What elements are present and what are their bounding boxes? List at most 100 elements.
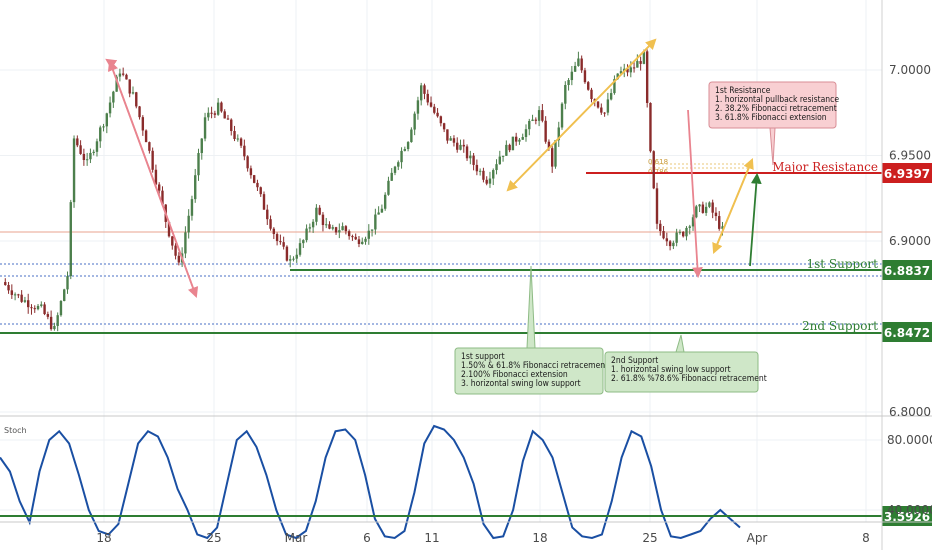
candle-body: [351, 236, 354, 238]
candle-body: [184, 232, 187, 254]
candle-body: [40, 304, 43, 306]
candle-body: [259, 187, 262, 195]
candle-body: [665, 238, 669, 242]
second-support-value: 6.8472: [884, 326, 930, 340]
candle-body: [148, 142, 151, 151]
candle-body: [672, 242, 675, 247]
candle-body: [400, 150, 403, 163]
candle-body: [328, 224, 331, 229]
candle-body: [616, 73, 619, 80]
candle-body: [298, 243, 302, 255]
y-tick-label: 6.8000: [889, 405, 931, 419]
candle-body: [390, 172, 393, 181]
y-tick-label: 6.9500: [889, 149, 931, 163]
candle-body: [141, 117, 145, 131]
candle-body: [174, 245, 177, 256]
resistance_note-line: 2. 38.2% Fibonacci retracement: [715, 104, 837, 114]
candle-body: [668, 241, 672, 247]
candle-body: [685, 227, 688, 237]
resistance_note-line: 1st Resistance: [715, 86, 771, 96]
candle-body: [128, 79, 131, 94]
candle-body: [266, 209, 269, 220]
candle-body: [131, 92, 135, 94]
candle-body: [659, 223, 662, 232]
candle-body: [108, 102, 112, 114]
candle-body: [675, 232, 678, 243]
candle-body: [410, 129, 413, 143]
resistance_note-box: [708, 81, 837, 129]
candle-body: [397, 162, 400, 167]
x-tick-label: 6: [363, 531, 371, 545]
stochastic-badge: [882, 506, 932, 526]
candle-body: [46, 314, 50, 317]
candle-body: [115, 76, 118, 92]
candle-body: [577, 58, 580, 66]
candle-body: [10, 290, 14, 295]
candle-body: [233, 130, 236, 140]
candle-body: [495, 164, 498, 171]
candle-body: [275, 234, 279, 242]
candle-body: [488, 178, 492, 184]
bullish-fib-arrow-start: [506, 39, 656, 192]
first_support_note-line: 3. horizontal swing low support: [461, 379, 581, 389]
candle-body: [682, 231, 685, 237]
candle-body: [239, 138, 243, 146]
candle-body: [295, 254, 298, 259]
x-tick-label: Mar: [285, 531, 308, 545]
candle-body: [203, 117, 207, 139]
candle-body: [246, 156, 249, 169]
stoch-tick-label: 80.0000: [887, 433, 932, 447]
candle-body: [158, 184, 161, 191]
stochastic-line: [0, 424, 741, 540]
candle-body: [161, 190, 164, 205]
candle-body: [347, 231, 351, 237]
bearish-arrow-start: [107, 59, 197, 297]
candle-body: [619, 71, 623, 74]
candle-body: [557, 127, 560, 141]
candle-body: [528, 120, 531, 130]
candle-body: [236, 138, 239, 140]
second_support_note-line: 1. horizontal swing low support: [611, 365, 731, 375]
candle-body: [370, 229, 374, 231]
candle-body: [269, 219, 272, 229]
x-tick-label: 11: [424, 531, 439, 545]
candle-body: [695, 206, 698, 218]
candle-body: [138, 106, 141, 118]
candle-body: [652, 151, 655, 189]
candle-body: [475, 164, 479, 172]
candle-body: [573, 65, 577, 72]
candle-body: [501, 155, 505, 157]
candle-body: [429, 102, 433, 107]
first_support_note-box: [454, 347, 604, 395]
candle-body: [423, 85, 426, 94]
candle-body: [223, 111, 226, 119]
candle-body: [72, 138, 76, 203]
bearish-arrow: [687, 109, 703, 279]
candle-body: [361, 241, 364, 244]
second-support-badge: [882, 322, 932, 342]
candle-body: [413, 113, 416, 130]
candle-body: [30, 307, 33, 309]
candle-body: [318, 207, 321, 215]
candle-body: [315, 207, 318, 222]
candle-body: [213, 113, 217, 115]
candle-body: [252, 175, 256, 183]
candle-body: [364, 238, 367, 242]
x-tick-label: 18: [96, 531, 111, 545]
candle-body: [537, 110, 541, 121]
candle-body: [590, 89, 593, 100]
candle-body: [623, 68, 626, 72]
candle-body: [613, 79, 616, 94]
candle-body: [439, 116, 443, 124]
candle-body: [544, 120, 547, 142]
candle-body: [662, 231, 665, 239]
candle-body: [564, 85, 567, 104]
candle-body: [321, 214, 325, 226]
first_support_note-line: 1st support: [461, 352, 505, 362]
candle-body: [433, 106, 436, 113]
candle-body: [387, 180, 390, 195]
candle-body: [331, 227, 334, 229]
y-tick-label: 6.9000: [889, 234, 931, 248]
candle-body: [289, 259, 292, 261]
